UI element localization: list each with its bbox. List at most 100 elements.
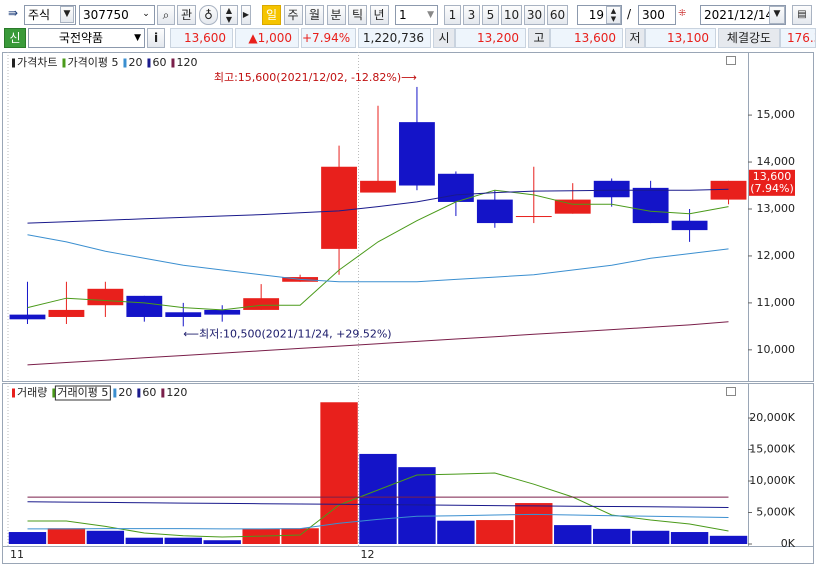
print-button[interactable]: ▤ (792, 5, 812, 25)
legend-marker (62, 58, 66, 68)
candle-body (476, 199, 513, 224)
total-input[interactable]: 300 (638, 5, 676, 25)
volume: 1,220,736 (358, 28, 431, 48)
search-button[interactable]: ⌕ (157, 5, 175, 25)
separator: / (627, 7, 632, 21)
open-label: 시 (433, 28, 455, 48)
legend-marker (52, 388, 56, 398)
open: 13,200 (455, 28, 526, 48)
candle-body (360, 180, 396, 193)
y-tick-label: 15,000K (749, 443, 795, 456)
legend-marker (171, 58, 175, 68)
toolbar-button[interactable]: 3 (463, 5, 480, 25)
toolbar-button[interactable]: 1 (444, 5, 461, 25)
toolbar-button[interactable]: 년 (369, 5, 389, 25)
low-annotation: ⟵최저:10,500(2021/11/24, +29.52%) (183, 327, 391, 340)
change-pct: +7.94% (301, 28, 356, 48)
volume-bar (203, 540, 241, 544)
legend-selection (54, 385, 111, 401)
price-tag-label: 13,600 (753, 170, 792, 183)
legend-marker (161, 388, 165, 398)
spinner[interactable]: ▲ ▼ (220, 5, 238, 25)
candle-body (632, 187, 669, 224)
interval: 1 (399, 8, 407, 22)
name-select[interactable]: 국전약품 ▼ (28, 28, 145, 48)
legend-label: 60 (152, 56, 166, 69)
panel-button (726, 56, 736, 65)
volume-bar (631, 530, 670, 544)
volume-bar (320, 402, 358, 544)
legend-label: 가격이평 5 (67, 56, 118, 69)
total: 300 (642, 8, 665, 22)
volume-bar (359, 453, 397, 544)
ma-line (27, 234, 729, 283)
ma-line (27, 501, 729, 508)
y-tick-label: 20,000K (749, 411, 795, 424)
change: ▲1,000 (235, 28, 299, 48)
stock-name: 국전약품 (58, 31, 104, 45)
toolbar-button[interactable]: 주 (283, 5, 303, 25)
info-button[interactable]: i (147, 28, 165, 48)
scroll-button[interactable]: ▶ (241, 5, 251, 25)
y-tick-label: 10,000K (749, 474, 795, 487)
dropdown-arrow[interactable]: ▼ (60, 6, 74, 23)
ma-line (27, 472, 729, 538)
lookup-button[interactable]: 관 (177, 5, 196, 25)
toolbar-button[interactable]: 틱 (348, 5, 367, 25)
toolbar-button[interactable]: 분 (326, 5, 346, 25)
y-tick-label: 0K (781, 537, 796, 550)
legend-label: 60 (142, 386, 156, 399)
settings-button[interactable]: ♁ (199, 5, 218, 25)
legend-marker (147, 58, 151, 68)
date-input[interactable]: 2021/12/14 (700, 5, 786, 25)
x-tick-label: 12 (361, 548, 375, 561)
candle-body (48, 309, 85, 317)
x-axis-strip (2, 546, 814, 564)
y-tick-label: 13,000 (757, 202, 796, 215)
price: 13,600 (170, 28, 233, 48)
dropdown-arrow[interactable]: ⌄ (142, 9, 150, 19)
legend-marker (123, 58, 127, 68)
legend-marker (12, 388, 15, 398)
volume-bar (8, 532, 47, 544)
candle-body (126, 295, 163, 317)
price-tag-label: (7.94%) (750, 182, 794, 195)
interval-select[interactable]: 1 ▼ (395, 5, 438, 25)
strength-label: 체결강도 (718, 28, 780, 48)
toolbar-button[interactable]: 10 (501, 5, 522, 25)
code-input[interactable]: 307750 (79, 5, 155, 25)
ma-line (27, 188, 729, 224)
high: 13,600 (550, 28, 623, 48)
legend-marker (137, 388, 141, 398)
candle-body (204, 309, 241, 315)
spinner[interactable]: ▲ ▼ (606, 6, 621, 24)
toolbar-button[interactable]: 60 (547, 5, 568, 25)
toolbar-button[interactable]: 일 (262, 5, 281, 25)
toolbar-button[interactable]: 30 (524, 5, 545, 25)
ma-line (27, 189, 729, 311)
toolbar-button[interactable]: 5 (482, 5, 499, 25)
candle-body (321, 166, 357, 249)
legend-marker (113, 388, 117, 398)
menu-icon[interactable]: ⇛ (7, 6, 19, 20)
volume-bar (592, 528, 631, 544)
calendar-button[interactable]: ▼ (769, 6, 785, 24)
volume-bar (515, 503, 553, 544)
legend-label: 거래이평 5 (57, 386, 108, 399)
legend-label: 120 (166, 386, 187, 399)
volume-bar (47, 528, 86, 544)
market: 주식 (28, 8, 51, 22)
y-tick-label: 5,000K (756, 506, 795, 519)
toolbar-button[interactable]: 월 (305, 5, 324, 25)
volume-bar (670, 532, 709, 544)
candle-body (710, 180, 747, 200)
code: 307750 (83, 8, 129, 22)
panel-button (726, 387, 736, 396)
candle-body (399, 122, 435, 186)
candle-body (671, 220, 708, 231)
panel (2, 52, 814, 382)
zoom-icon[interactable]: ⁜ (678, 8, 687, 19)
ma-line (27, 321, 729, 366)
